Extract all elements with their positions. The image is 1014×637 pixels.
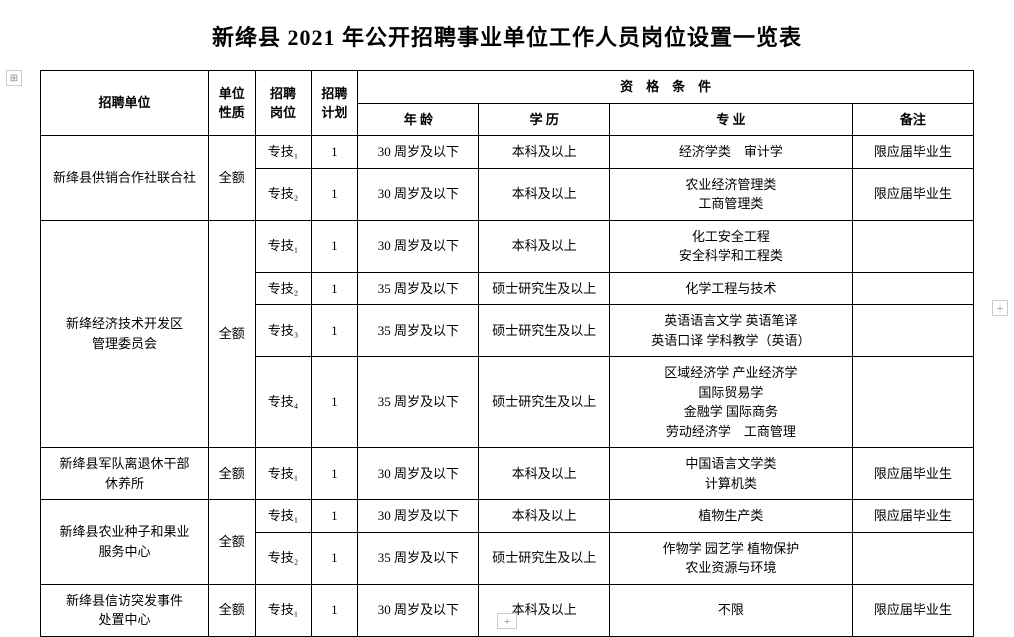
cell-plan: 1 bbox=[311, 220, 358, 272]
cell-age: 35 周岁及以下 bbox=[358, 532, 479, 584]
cell-plan: 1 bbox=[311, 584, 358, 636]
margin-handle-left[interactable]: ⊞ bbox=[6, 70, 22, 86]
cell-position: 专技₂ bbox=[255, 272, 311, 305]
recruitment-table: 招聘单位 单位 性质 招聘 岗位 招聘 计划 资 格 条 件 年 龄 学 历 专… bbox=[40, 70, 974, 637]
cell-position: 专技₁ bbox=[255, 220, 311, 272]
cell-age: 30 周岁及以下 bbox=[358, 168, 479, 220]
cell-position: 专技₁ bbox=[255, 584, 311, 636]
cell-age: 30 周岁及以下 bbox=[358, 136, 479, 169]
cell-position: 专技₂ bbox=[255, 532, 311, 584]
page-add-control[interactable]: + bbox=[497, 613, 517, 629]
header-nature: 单位 性质 bbox=[208, 71, 255, 136]
cell-note bbox=[852, 220, 973, 272]
cell-note bbox=[852, 305, 973, 357]
cell-age: 35 周岁及以下 bbox=[358, 305, 479, 357]
cell-education: 硕士研究生及以上 bbox=[479, 305, 610, 357]
cell-education: 硕士研究生及以上 bbox=[479, 532, 610, 584]
header-age: 年 龄 bbox=[358, 103, 479, 136]
cell-note: 限应届毕业生 bbox=[852, 448, 973, 500]
header-note: 备注 bbox=[852, 103, 973, 136]
table-body: 新绛县供销合作社联合社全额专技₁130 周岁及以下本科及以上经济学类 审计学限应… bbox=[41, 136, 974, 637]
cell-major: 区域经济学 产业经济学 国际贸易学 金融学 国际商务 劳动经济学 工商管理 bbox=[610, 357, 853, 448]
cell-education: 本科及以上 bbox=[479, 500, 610, 533]
cell-unit: 新绛县信访突发事件 处置中心 bbox=[41, 584, 209, 636]
cell-major: 中国语言文学类 计算机类 bbox=[610, 448, 853, 500]
cell-education: 本科及以上 bbox=[479, 448, 610, 500]
cell-note: 限应届毕业生 bbox=[852, 168, 973, 220]
cell-note: 限应届毕业生 bbox=[852, 584, 973, 636]
cell-plan: 1 bbox=[311, 168, 358, 220]
cell-age: 30 周岁及以下 bbox=[358, 448, 479, 500]
cell-major: 化工安全工程 安全科学和工程类 bbox=[610, 220, 853, 272]
cell-education: 硕士研究生及以上 bbox=[479, 357, 610, 448]
table-row: 新绛经济技术开发区 管理委员会全额专技₁130 周岁及以下本科及以上化工安全工程… bbox=[41, 220, 974, 272]
cell-age: 30 周岁及以下 bbox=[358, 500, 479, 533]
cell-position: 专技₁ bbox=[255, 136, 311, 169]
cell-age: 35 周岁及以下 bbox=[358, 272, 479, 305]
cell-age: 30 周岁及以下 bbox=[358, 220, 479, 272]
cell-plan: 1 bbox=[311, 136, 358, 169]
cell-position: 专技₁ bbox=[255, 500, 311, 533]
header-plan: 招聘 计划 bbox=[311, 71, 358, 136]
table-header: 招聘单位 单位 性质 招聘 岗位 招聘 计划 资 格 条 件 年 龄 学 历 专… bbox=[41, 71, 974, 136]
cell-unit: 新绛县军队离退休干部 休养所 bbox=[41, 448, 209, 500]
cell-plan: 1 bbox=[311, 532, 358, 584]
cell-education: 本科及以上 bbox=[479, 168, 610, 220]
cell-education: 本科及以上 bbox=[479, 136, 610, 169]
cell-note: 限应届毕业生 bbox=[852, 500, 973, 533]
cell-note bbox=[852, 272, 973, 305]
cell-major: 化学工程与技术 bbox=[610, 272, 853, 305]
header-unit: 招聘单位 bbox=[41, 71, 209, 136]
cell-unit: 新绛县供销合作社联合社 bbox=[41, 136, 209, 221]
cell-nature: 全额 bbox=[208, 220, 255, 448]
cell-major: 经济学类 审计学 bbox=[610, 136, 853, 169]
cell-education: 本科及以上 bbox=[479, 220, 610, 272]
page-title: 新绛县 2021 年公开招聘事业单位工作人员岗位设置一览表 bbox=[40, 20, 974, 52]
cell-note bbox=[852, 357, 973, 448]
cell-nature: 全额 bbox=[208, 136, 255, 221]
header-qualification: 资 格 条 件 bbox=[358, 71, 974, 104]
cell-major: 不限 bbox=[610, 584, 853, 636]
cell-unit: 新绛经济技术开发区 管理委员会 bbox=[41, 220, 209, 448]
cell-major: 作物学 园艺学 植物保护 农业资源与环境 bbox=[610, 532, 853, 584]
cell-unit: 新绛县农业种子和果业 服务中心 bbox=[41, 500, 209, 585]
header-education: 学 历 bbox=[479, 103, 610, 136]
table-row: 新绛县供销合作社联合社全额专技₁130 周岁及以下本科及以上经济学类 审计学限应… bbox=[41, 136, 974, 169]
header-position: 招聘 岗位 bbox=[255, 71, 311, 136]
header-major: 专 业 bbox=[610, 103, 853, 136]
cell-nature: 全额 bbox=[208, 584, 255, 636]
cell-plan: 1 bbox=[311, 305, 358, 357]
cell-major: 植物生产类 bbox=[610, 500, 853, 533]
cell-education: 硕士研究生及以上 bbox=[479, 272, 610, 305]
cell-plan: 1 bbox=[311, 272, 358, 305]
cell-note bbox=[852, 532, 973, 584]
cell-age: 35 周岁及以下 bbox=[358, 357, 479, 448]
table-row: 新绛县军队离退休干部 休养所全额专技₁130 周岁及以下本科及以上中国语言文学类… bbox=[41, 448, 974, 500]
cell-plan: 1 bbox=[311, 357, 358, 448]
cell-position: 专技₂ bbox=[255, 168, 311, 220]
cell-major: 英语语言文学 英语笔译 英语口译 学科教学（英语） bbox=[610, 305, 853, 357]
cell-position: 专技₁ bbox=[255, 448, 311, 500]
margin-handle-right[interactable]: + bbox=[992, 300, 1008, 316]
cell-position: 专技₃ bbox=[255, 305, 311, 357]
cell-nature: 全额 bbox=[208, 500, 255, 585]
cell-plan: 1 bbox=[311, 448, 358, 500]
cell-position: 专技₄ bbox=[255, 357, 311, 448]
cell-plan: 1 bbox=[311, 500, 358, 533]
cell-major: 农业经济管理类 工商管理类 bbox=[610, 168, 853, 220]
cell-nature: 全额 bbox=[208, 448, 255, 500]
table-row: 新绛县农业种子和果业 服务中心全额专技₁130 周岁及以下本科及以上植物生产类限… bbox=[41, 500, 974, 533]
cell-age: 30 周岁及以下 bbox=[358, 584, 479, 636]
cell-note: 限应届毕业生 bbox=[852, 136, 973, 169]
